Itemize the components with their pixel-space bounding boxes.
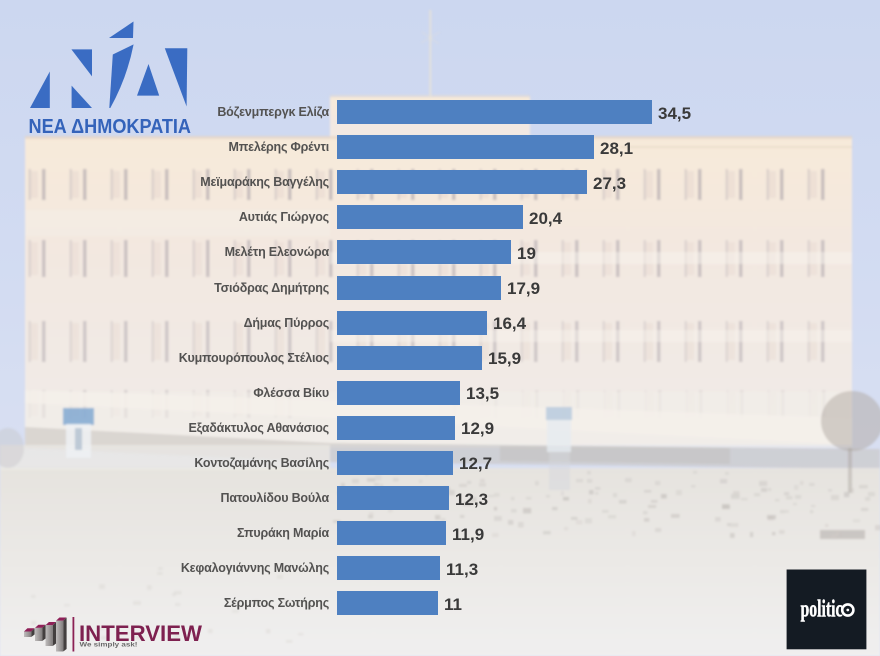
svg-text:ΝΕΑ ΔΗΜΟΚΡΑΤΙΑ: ΝΕΑ ΔΗΜΟΚΡΑΤΙΑ <box>29 116 192 138</box>
svg-text:INTERVIEW: INTERVIEW <box>79 621 202 646</box>
svg-text:We simply ask!: We simply ask! <box>80 643 138 649</box>
svg-text:politic: politic <box>801 597 843 623</box>
